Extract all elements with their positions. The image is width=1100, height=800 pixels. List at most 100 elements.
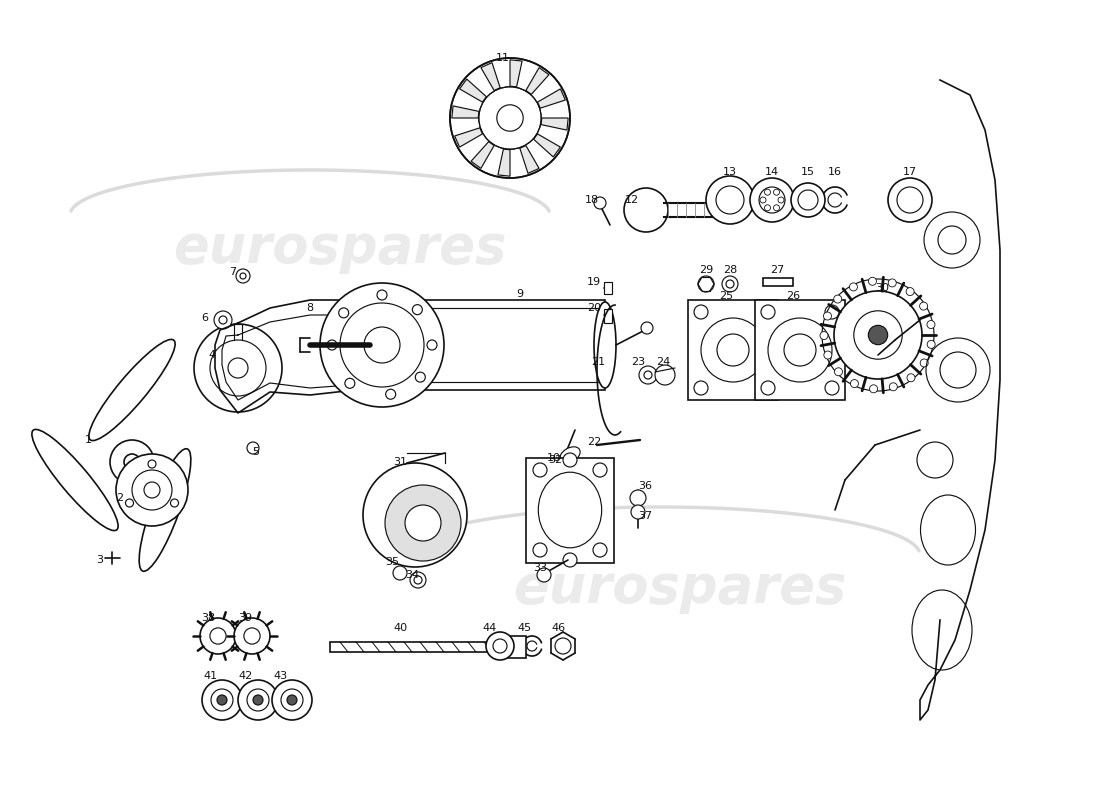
- Text: 29: 29: [698, 265, 713, 275]
- Circle shape: [761, 305, 776, 319]
- Polygon shape: [534, 134, 560, 157]
- Text: 14: 14: [764, 167, 779, 177]
- Polygon shape: [498, 149, 510, 176]
- Text: 32: 32: [548, 455, 562, 465]
- Circle shape: [706, 176, 754, 224]
- Circle shape: [849, 283, 857, 291]
- Circle shape: [240, 273, 246, 279]
- Text: 15: 15: [801, 167, 815, 177]
- Circle shape: [906, 287, 914, 295]
- Circle shape: [834, 295, 842, 303]
- Text: 37: 37: [638, 511, 652, 521]
- Circle shape: [110, 440, 154, 484]
- Circle shape: [639, 366, 657, 384]
- Circle shape: [236, 269, 250, 283]
- Ellipse shape: [32, 430, 118, 530]
- Circle shape: [280, 689, 302, 711]
- Text: 25: 25: [719, 291, 733, 301]
- Circle shape: [644, 371, 652, 379]
- Bar: [330, 642, 510, 652]
- Text: eurospares: eurospares: [174, 222, 507, 274]
- Text: 33: 33: [534, 563, 547, 573]
- Polygon shape: [538, 89, 565, 108]
- Circle shape: [563, 553, 578, 567]
- Circle shape: [238, 680, 278, 720]
- Circle shape: [493, 639, 507, 653]
- Text: 13: 13: [723, 167, 737, 177]
- Circle shape: [854, 310, 902, 359]
- Polygon shape: [541, 118, 569, 130]
- Circle shape: [202, 680, 242, 720]
- Circle shape: [784, 334, 816, 366]
- Bar: [526, 458, 614, 563]
- Circle shape: [248, 442, 258, 454]
- Text: 19: 19: [587, 277, 601, 287]
- Text: 1: 1: [85, 435, 91, 445]
- Circle shape: [534, 463, 547, 477]
- Text: eurospares: eurospares: [514, 562, 847, 614]
- Text: 23: 23: [631, 357, 645, 367]
- Circle shape: [116, 454, 188, 526]
- Circle shape: [416, 372, 426, 382]
- Circle shape: [758, 381, 772, 395]
- Polygon shape: [454, 128, 483, 147]
- Text: 8: 8: [307, 303, 314, 313]
- Text: 20: 20: [587, 303, 601, 313]
- Text: 16: 16: [828, 167, 842, 177]
- Ellipse shape: [538, 472, 602, 548]
- Circle shape: [537, 568, 551, 582]
- Circle shape: [340, 303, 424, 387]
- Bar: [504, 636, 526, 658]
- Text: 11: 11: [496, 53, 510, 63]
- Text: 22: 22: [587, 437, 601, 447]
- Bar: [763, 278, 793, 286]
- Circle shape: [759, 187, 785, 213]
- Polygon shape: [481, 62, 500, 90]
- Text: 2: 2: [117, 493, 123, 503]
- Text: 21: 21: [591, 357, 605, 367]
- Circle shape: [414, 576, 422, 584]
- Text: 41: 41: [202, 671, 217, 681]
- Circle shape: [694, 381, 708, 395]
- Text: 30: 30: [874, 283, 889, 293]
- Text: 27: 27: [770, 265, 784, 275]
- Circle shape: [654, 365, 675, 385]
- Polygon shape: [471, 142, 494, 169]
- Bar: [604, 309, 612, 323]
- Circle shape: [385, 485, 461, 561]
- Circle shape: [450, 58, 570, 178]
- Circle shape: [125, 499, 133, 507]
- Text: 26: 26: [785, 291, 800, 301]
- Text: 28: 28: [723, 265, 737, 275]
- Text: 4: 4: [208, 350, 216, 360]
- Circle shape: [920, 302, 927, 310]
- Text: 3: 3: [97, 555, 103, 565]
- Ellipse shape: [560, 447, 580, 463]
- Circle shape: [327, 340, 337, 350]
- Circle shape: [870, 385, 878, 393]
- Circle shape: [798, 190, 818, 210]
- Circle shape: [764, 190, 770, 195]
- Polygon shape: [526, 67, 549, 94]
- Circle shape: [824, 351, 832, 359]
- Bar: [755, 300, 845, 400]
- Text: 17: 17: [903, 167, 917, 177]
- Circle shape: [760, 197, 766, 203]
- Circle shape: [694, 305, 708, 319]
- Text: 34: 34: [405, 570, 419, 580]
- Circle shape: [825, 305, 839, 319]
- Text: 12: 12: [625, 195, 639, 205]
- Circle shape: [868, 326, 888, 345]
- Circle shape: [593, 543, 607, 557]
- Text: 44: 44: [483, 623, 497, 633]
- Circle shape: [478, 86, 541, 149]
- Polygon shape: [452, 106, 478, 118]
- Circle shape: [556, 638, 571, 654]
- Circle shape: [200, 618, 236, 654]
- Circle shape: [386, 390, 396, 399]
- Circle shape: [594, 197, 606, 209]
- Circle shape: [927, 340, 935, 348]
- Circle shape: [253, 695, 263, 705]
- Circle shape: [593, 463, 607, 477]
- Text: 46: 46: [551, 623, 565, 633]
